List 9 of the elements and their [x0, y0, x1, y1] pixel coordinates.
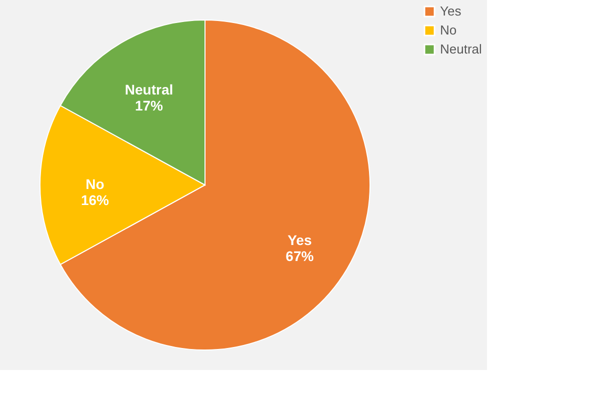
data-label: 17%: [134, 97, 164, 114]
legend-label: No: [440, 22, 457, 38]
data-label: 16%: [80, 192, 110, 208]
legend-label: Yes: [440, 4, 462, 18]
data-label: 67%: [286, 248, 314, 264]
slice-label: Yes: [288, 232, 312, 248]
slice-label: Neutral: [124, 81, 174, 98]
slice-label: No: [86, 176, 104, 192]
legend-label: Neutral: [440, 42, 482, 56]
